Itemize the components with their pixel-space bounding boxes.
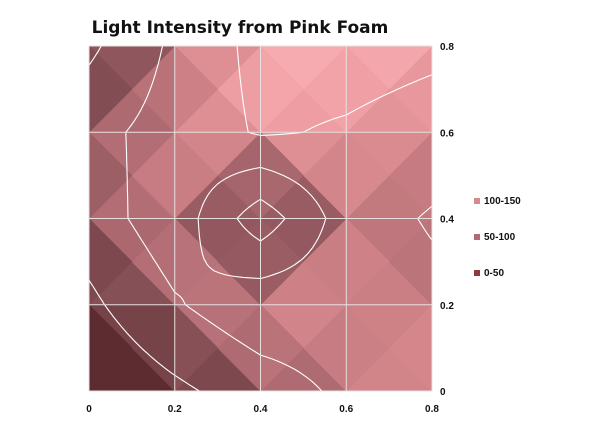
legend-swatch [474, 270, 480, 276]
y-tick-label: 0.8 [440, 42, 454, 53]
y-tick-label: 0 [440, 387, 446, 398]
legend: 100-150 50-100 0-50 [474, 196, 521, 279]
x-tick-label: 0.4 [254, 404, 268, 415]
grid-lines [88, 45, 433, 392]
contour-line [125, 46, 432, 391]
surface-facet [89, 46, 133, 133]
surface-facet [89, 304, 133, 391]
y-tick-label: 0.4 [440, 215, 454, 226]
y-tick-label: 0.6 [440, 128, 454, 139]
chart-title: Light Intensity from Pink Foam [91, 18, 389, 38]
legend-label: 100-150 [484, 196, 521, 207]
x-tick-label: 0.8 [425, 404, 439, 415]
legend-swatch [474, 198, 480, 204]
legend-swatch [474, 234, 480, 240]
y-tick-label: 0.2 [440, 301, 454, 312]
y-axis-ticks: 0 0.2 0.4 0.6 0.8 [440, 42, 454, 398]
legend-label: 0-50 [484, 268, 504, 279]
surface-facet [89, 218, 133, 306]
legend-label: 50-100 [484, 232, 516, 243]
x-tick-label: 0.2 [168, 404, 182, 415]
x-axis-ticks: 0 0.2 0.4 0.6 0.8 [86, 404, 439, 415]
x-tick-label: 0 [86, 404, 92, 415]
x-tick-label: 0.6 [339, 404, 353, 415]
surface-facet [89, 131, 133, 219]
surface-area [89, 46, 432, 391]
